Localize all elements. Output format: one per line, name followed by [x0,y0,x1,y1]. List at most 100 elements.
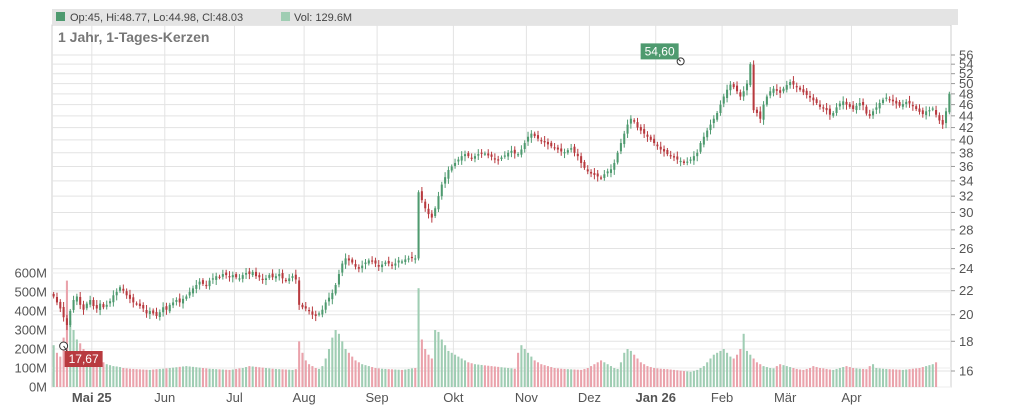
candle-body [294,274,297,280]
candle-body [616,152,619,163]
volume-bar [490,366,493,387]
volume-bar [911,368,914,387]
candle-body [619,143,622,152]
volume-bar [155,369,158,387]
candle-body [311,311,314,315]
volume-bar [812,366,815,387]
volume-bar [444,345,447,387]
candle-body [536,135,540,139]
volume-bar [745,350,749,387]
volume-bar [201,368,204,387]
volume-bar [613,368,616,387]
volume-bar [659,368,662,387]
volume-bar [722,349,725,387]
candle-body [387,260,390,264]
candle-body [427,208,430,215]
volume-bar [82,349,85,387]
volume-bar [586,368,589,387]
volume-bar [765,367,768,387]
volume-bar [546,366,549,387]
candle-body [377,265,380,267]
candle-body [444,177,447,184]
volume-bar [447,350,450,387]
candle-body [676,156,679,160]
candle-body [905,101,908,105]
volume-bar [878,368,881,387]
candle-body [848,104,851,107]
candle-body [699,143,702,152]
volume-bar [390,369,394,387]
candle-body [941,119,944,125]
price-tick-label: 46 [959,97,973,112]
volume-bar [168,368,171,387]
volume-bar [759,364,762,387]
candle-body [145,310,148,314]
price-tick-label: 38 [959,145,973,160]
candle-body [523,143,526,150]
candle-body [132,297,135,303]
volume-bar [361,364,364,387]
volume-bar [530,356,533,387]
legend-ohlc-text: Op:45, Hi:48.77, Lo:44.98, Cl:48.03 [70,12,243,24]
candle-body [543,141,546,143]
volume-bar [245,367,248,387]
volume-bar [347,352,350,387]
volume-bar [868,366,871,387]
volume-bar [656,368,659,387]
candle-body [182,298,185,304]
candle-body [520,149,523,155]
candle-body [629,118,632,124]
volume-bar [470,363,473,387]
volume-bar [118,367,122,387]
candle-body [191,288,195,294]
volume-bar [364,365,367,387]
candle-body [341,263,344,273]
x-tick-label: Jun [154,390,175,405]
candle-body [672,156,676,158]
volume-bar [616,368,619,387]
volume-bar [327,349,331,387]
volume-bar [374,368,377,387]
candle-body [95,305,98,309]
volume-bar [483,365,486,387]
volume-bar [314,368,317,387]
price-tick-label: 28 [959,222,973,237]
candle-body [440,184,443,197]
volume-bar [669,369,672,387]
volume-bar [619,362,622,387]
candle-body [357,267,360,269]
candle-body [281,273,284,279]
volume-bar [145,369,148,387]
x-tick-label: Dez [578,390,601,405]
candle-body [901,104,904,107]
candle-body [241,275,244,279]
candle-body [463,154,467,157]
candle-body [208,280,211,287]
candle-body [785,85,788,90]
candle-body [420,191,423,201]
candle-body [931,108,934,110]
candle-body [318,313,321,315]
candle-body [245,272,248,275]
volume-bar [218,369,221,387]
volume-bar [639,362,642,387]
volume-bar [85,352,88,387]
volume-bar [646,366,649,387]
volume-bar [381,368,384,387]
x-tick-label: Aug [293,390,316,405]
price-tick-label: 34 [959,173,973,188]
volume-bar [135,369,138,387]
candle-body [447,169,450,179]
volume-bar [905,369,908,387]
candle-body [89,300,92,305]
volume-bar [606,364,609,387]
candle-body [855,105,858,111]
volume-bar [215,369,218,387]
candle-body [872,111,875,116]
candle-body [135,303,138,305]
volume-bar [62,337,65,387]
candle-body [752,64,755,111]
candle-body [264,278,267,280]
candle-body [656,144,659,147]
